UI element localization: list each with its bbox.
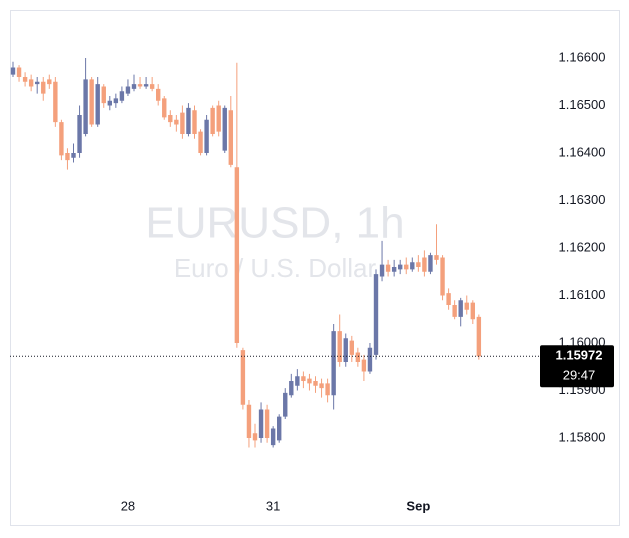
candle-body — [283, 392, 288, 417]
candle-body — [77, 115, 82, 153]
candle-body — [379, 264, 385, 277]
candle-body — [204, 119, 209, 153]
candle-body — [28, 79, 34, 87]
y-tick-label: 1.16400 — [559, 144, 606, 159]
candle-body — [289, 381, 294, 396]
candle-body — [35, 81, 40, 85]
candle-body — [452, 305, 457, 317]
candle-body — [355, 352, 361, 362]
candle-body — [301, 376, 306, 381]
candle-body — [101, 86, 106, 104]
candle-body — [89, 79, 94, 125]
candle-body — [162, 98, 167, 118]
candle-body — [343, 338, 348, 362]
candle-body — [464, 302, 469, 310]
candle-body — [168, 115, 173, 123]
candle-body — [143, 84, 149, 87]
candle-body — [446, 293, 451, 305]
candle-body — [137, 84, 143, 87]
candle-body — [307, 378, 312, 384]
y-tick-label: 1.16200 — [559, 239, 606, 254]
candle-body — [313, 381, 318, 386]
y-tick-label: 1.16300 — [559, 192, 606, 207]
candle-body — [361, 359, 367, 372]
candle-body — [10, 67, 16, 75]
watermark: EURUSD, 1h — [145, 199, 404, 248]
candle-body — [246, 404, 252, 438]
y-tick-label: 1.16600 — [559, 49, 606, 64]
candle-body — [65, 153, 70, 161]
candle-body — [95, 84, 100, 125]
candle-body — [234, 167, 240, 343]
candle-body — [210, 107, 215, 134]
candle-body — [458, 300, 463, 317]
candle-body — [149, 84, 155, 89]
candle-body — [222, 107, 227, 151]
candle-body — [416, 262, 421, 267]
candle-body — [373, 274, 379, 355]
candle-body — [125, 86, 131, 94]
candle-body — [264, 409, 270, 438]
candle-body — [59, 122, 64, 156]
last-price-box — [540, 345, 614, 388]
candle-body — [198, 131, 203, 153]
candle-body — [367, 347, 373, 372]
candle-body — [180, 112, 185, 134]
candle-body — [156, 88, 161, 101]
candle-body — [107, 100, 112, 106]
candle-body — [410, 262, 415, 270]
candle-body — [192, 110, 197, 134]
x-tick-label: 31 — [266, 498, 280, 513]
candle-body — [391, 267, 397, 272]
candle-body — [434, 255, 439, 260]
candle-body — [47, 79, 52, 85]
candle-body — [22, 77, 28, 82]
y-tick-label: 1.16500 — [559, 97, 606, 112]
candle-body — [228, 110, 233, 165]
candle-body — [83, 79, 88, 134]
candle-body — [53, 81, 58, 123]
candle-body — [277, 416, 282, 441]
candle-body — [295, 376, 300, 386]
candle-body — [398, 264, 403, 270]
candle-body — [440, 257, 445, 296]
watermark-subtitle: Euro / U.S. Dollar — [174, 253, 377, 283]
candle-body — [113, 98, 119, 104]
y-tick-label: 1.15800 — [559, 429, 606, 444]
candle-body — [41, 81, 46, 94]
countdown-label: 29:47 — [563, 368, 596, 383]
candle-body — [476, 316, 482, 357]
candle-body — [385, 264, 391, 272]
x-tick-label: 28 — [121, 498, 135, 513]
candle-body — [349, 340, 354, 355]
candle-body — [258, 409, 264, 438]
candle-body — [174, 119, 179, 125]
candle-body — [337, 331, 342, 362]
candle-body — [270, 428, 276, 446]
candle-body — [186, 107, 191, 134]
candle-body — [119, 91, 125, 101]
y-tick-label: 1.16100 — [559, 287, 606, 302]
candle-body — [71, 153, 76, 158]
candle-body — [131, 84, 137, 89]
candle-body — [319, 383, 324, 389]
candle-body — [428, 255, 433, 272]
candle-body — [331, 331, 336, 396]
candle-body — [325, 383, 330, 396]
candle-body — [216, 105, 221, 132]
chart-frame — [10, 10, 620, 526]
last-price-label: 1.15972 — [556, 348, 603, 363]
x-tick-label: Sep — [406, 498, 430, 513]
candle-body — [252, 433, 258, 441]
candle-body — [404, 264, 409, 270]
candle-body — [422, 257, 427, 272]
candle-body — [240, 350, 246, 405]
candle-body — [470, 302, 475, 320]
candle-body — [16, 67, 22, 77]
